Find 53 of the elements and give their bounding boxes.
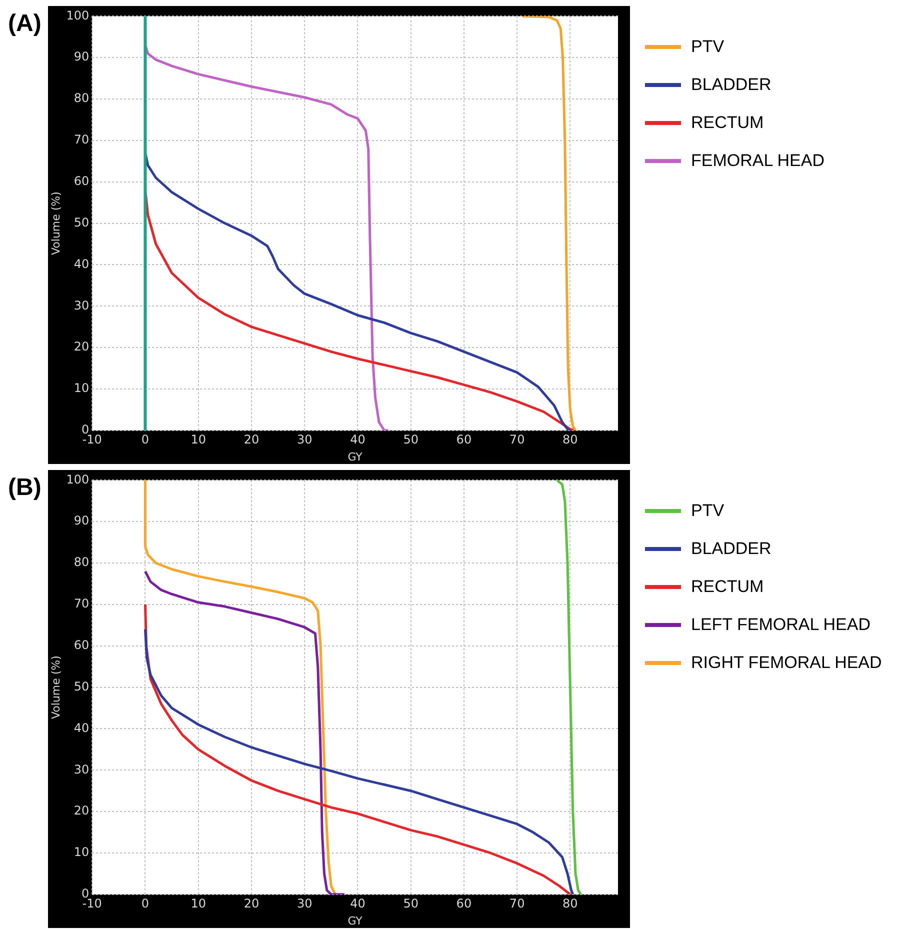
y-tick-label: 40	[74, 256, 90, 271]
legend-label: RECTUM	[691, 113, 764, 133]
y-tick-label: 50	[74, 679, 90, 694]
legend-label: RECTUM	[691, 577, 764, 597]
x-tick-label: 0	[141, 432, 150, 447]
x-axis-title: GY	[348, 450, 363, 464]
x-tick-label: 70	[509, 432, 525, 447]
x-tick-label: 60	[456, 896, 472, 911]
x-tick-label: 80	[562, 896, 578, 911]
y-tick-label: 80	[74, 91, 90, 106]
x-tick-label: 20	[244, 896, 260, 911]
y-tick-label: 60	[74, 638, 90, 652]
x-tick-label: 30	[296, 896, 312, 911]
y-tick-label: 10	[74, 381, 90, 396]
y-tick-label: 30	[74, 298, 90, 312]
x-tick-label: 20	[244, 432, 260, 447]
legend-label: PTV	[691, 37, 724, 57]
x-tick-label: 60	[456, 432, 472, 447]
y-tick-label: 90	[74, 50, 90, 64]
legend-label: PTV	[691, 501, 724, 521]
legend-label: BLADDER	[691, 75, 772, 95]
y-tick-label: 60	[74, 174, 90, 188]
legend-label: BLADDER	[691, 539, 772, 559]
x-tick-label: 80	[562, 432, 578, 447]
y-tick-label: 30	[74, 762, 90, 776]
legend-label: FEMORAL HEAD	[691, 151, 825, 171]
y-tick-label: 100	[66, 472, 90, 486]
x-tick-label: 50	[403, 896, 418, 911]
x-tick-label: 50	[403, 432, 418, 447]
y-tick-label: 10	[74, 845, 90, 860]
y-tick-label: 40	[74, 720, 90, 735]
y-tick-label: 80	[74, 555, 90, 570]
y-tick-label: 100	[66, 8, 90, 22]
y-axis-title: Volume (%)	[49, 192, 62, 256]
x-axis-title: GY	[348, 914, 363, 928]
x-tick-label: 30	[296, 432, 312, 447]
y-tick-label: 90	[74, 514, 90, 528]
x-tick-label: 40	[350, 432, 366, 447]
x-tick-label: 70	[509, 896, 525, 911]
legend-label: RIGHT FEMORAL HEAD	[691, 653, 882, 673]
y-tick-label: 70	[74, 132, 90, 147]
y-tick-label: 20	[74, 340, 90, 354]
y-tick-label: 50	[74, 215, 90, 230]
chart-title: (A)	[8, 10, 42, 38]
y-tick-label: 70	[74, 596, 90, 611]
legend-label: LEFT FEMORAL HEAD	[691, 615, 870, 635]
x-tick-label: 40	[350, 896, 366, 911]
x-tick-label: 10	[190, 896, 206, 911]
y-axis-title: Volume (%)	[49, 656, 62, 720]
chart-title: (B)	[8, 474, 42, 502]
x-tick-label: 10	[190, 432, 206, 447]
x-tick-label: 0	[141, 896, 150, 911]
y-tick-label: 20	[74, 804, 90, 818]
